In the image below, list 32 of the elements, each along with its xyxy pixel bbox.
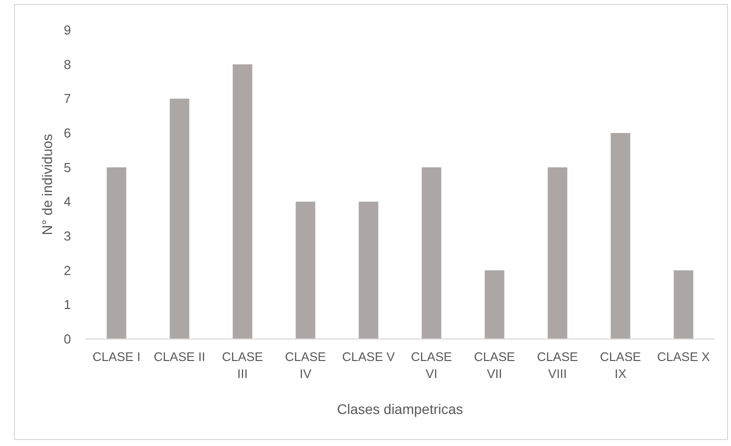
y-tick-label: 2 [64, 262, 71, 278]
y-tick-label: 5 [64, 160, 71, 175]
bar [358, 202, 378, 339]
bar [548, 167, 568, 339]
bar [296, 202, 316, 339]
y-tick-label: 8 [64, 56, 71, 72]
bar [170, 98, 190, 339]
x-axis-title: Clases diampetricas [336, 401, 464, 417]
x-tick-label: CLASE V [342, 350, 396, 364]
y-tick-label: 0 [64, 332, 71, 347]
x-tick-label: CLASE VI [411, 350, 452, 381]
bar [106, 167, 126, 339]
x-tick-label: CLASE X [657, 350, 711, 364]
bar [232, 64, 252, 339]
y-tick-label: 9 [64, 22, 71, 38]
x-tick-label: CLASE VIII [537, 350, 578, 381]
bar [674, 270, 694, 339]
y-tick-label: 7 [64, 91, 71, 106]
bar [484, 270, 504, 339]
bar [422, 167, 442, 339]
x-tick-label: CLASE II [154, 350, 206, 364]
x-tick-label: CLASE IV [285, 350, 326, 381]
x-tick-label: CLASE III [222, 350, 263, 381]
y-tick-label: 3 [64, 228, 71, 244]
x-tick-label: CLASE VII [474, 350, 515, 381]
y-tick-label: 6 [64, 126, 71, 141]
x-tick-label: CLASE IX [600, 350, 641, 381]
y-tick-label: 4 [64, 194, 71, 210]
y-tick-label: 1 [64, 297, 71, 312]
bar [610, 133, 630, 339]
y-axis-title: N° de individuos [39, 134, 55, 236]
x-tick-label: CLASE I [92, 350, 140, 364]
